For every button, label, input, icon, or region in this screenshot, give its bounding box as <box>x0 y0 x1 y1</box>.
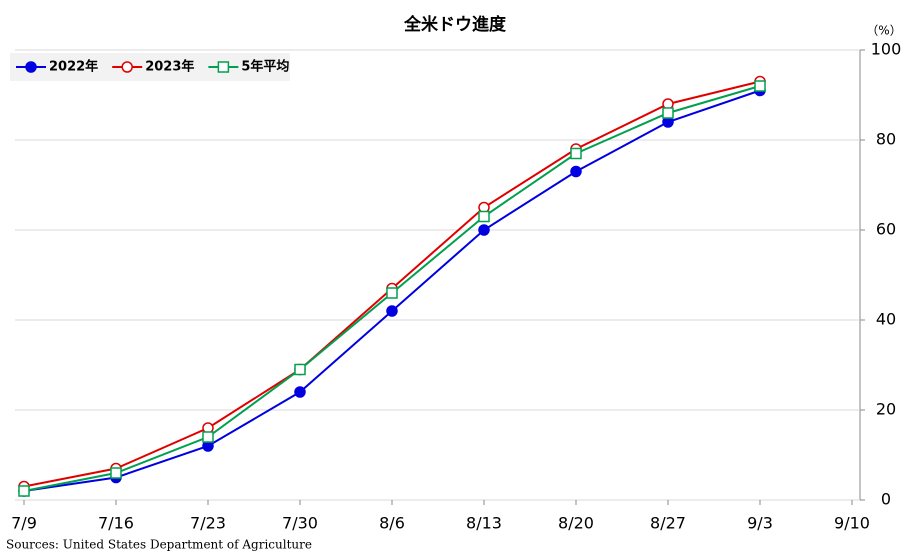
x-tick-label: 7/16 <box>98 514 134 533</box>
x-tick-label: 7/9 <box>11 514 37 533</box>
legend: 2022年 2023年 5年平均 <box>10 53 290 81</box>
x-tick-label: 9/10 <box>834 514 870 533</box>
marker <box>294 363 306 376</box>
y-tick-label: 0 <box>881 490 891 509</box>
source: Sources: United States Department of Agr… <box>6 538 312 552</box>
y-unit: （%） <box>866 24 901 38</box>
marker <box>386 305 398 317</box>
legend-label: 2022年 <box>49 59 98 75</box>
marker <box>386 287 398 299</box>
legend-label: 5年平均 <box>241 59 289 75</box>
marker <box>662 107 674 119</box>
marker <box>478 224 490 236</box>
y-tick-label: 60 <box>876 220 896 239</box>
marker <box>570 165 582 178</box>
x-tick-label: 8/27 <box>650 514 686 533</box>
legend-label: 2023年 <box>145 59 194 75</box>
marker <box>202 431 214 443</box>
x-tick-label: 9/3 <box>747 514 773 533</box>
x-tick-label: 7/23 <box>190 514 226 533</box>
y-tick-label: 100 <box>871 40 902 59</box>
marker <box>217 61 230 73</box>
legend-box <box>10 53 290 81</box>
marker <box>18 485 30 497</box>
marker <box>121 61 133 73</box>
x-tick-label: 7/30 <box>282 514 318 533</box>
y-tick-label: 80 <box>876 130 896 149</box>
x-tick-label: 8/13 <box>466 514 502 533</box>
y-tick-label: 20 <box>876 400 896 419</box>
x-tick-label: 8/20 <box>558 514 594 533</box>
x-tick-label: 8/6 <box>379 514 405 533</box>
series <box>18 80 766 497</box>
marker <box>294 386 306 398</box>
marker <box>110 467 122 479</box>
chart-title: 全米ドウ進度 <box>403 14 507 35</box>
marker <box>754 80 766 92</box>
marker <box>25 61 37 73</box>
marker <box>570 147 582 160</box>
marker <box>478 210 490 223</box>
y-tick-label: 40 <box>876 310 896 329</box>
